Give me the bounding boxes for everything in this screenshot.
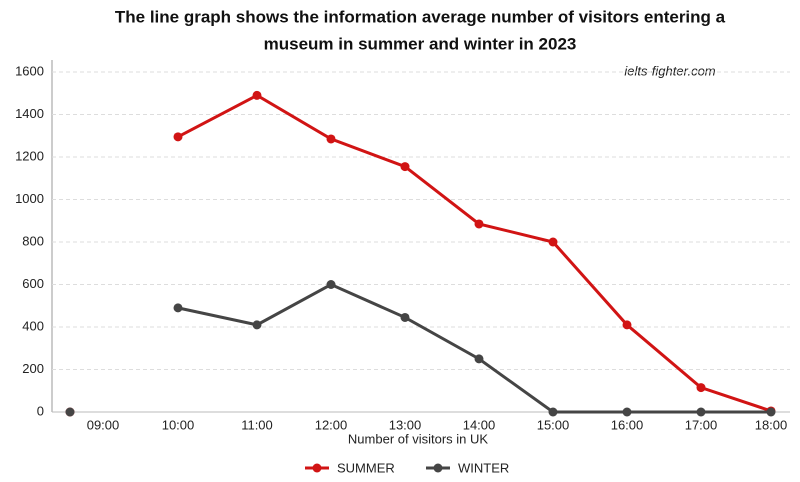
y-tick-label: 800 [22,233,44,248]
data-point [326,134,336,144]
data-point [548,407,558,417]
data-point [252,90,262,100]
series-line [177,282,771,414]
x-tick-label: 09:00 [87,417,120,432]
data-point [173,303,183,313]
data-point [252,320,262,330]
legend-label: SUMMER [337,460,395,475]
data-point [65,407,75,417]
y-tick-label: 1200 [15,148,44,163]
legend-label: WINTER [458,460,509,475]
y-tick-label: 600 [22,276,44,291]
y-tick-label: 1400 [15,106,44,121]
data-point [766,407,776,417]
legend-marker [433,463,443,473]
data-point [622,407,632,417]
x-tick-label: 12:00 [315,417,348,432]
y-tick-label: 1000 [15,191,44,206]
data-point [696,383,706,393]
chart-title: museum in summer and winter in 2023 [264,34,577,53]
x-tick-label: 15:00 [537,417,570,432]
watermark: ielts-fighter.com [624,63,715,78]
y-tick-label: 400 [22,318,44,333]
data-point [326,280,336,289]
data-point [474,354,484,364]
y-tick-label: 0 [37,403,44,418]
data-point [173,132,183,142]
x-tick-label: 13:00 [389,417,422,432]
x-tick-label: 18:00 [755,417,788,432]
x-tick-label: 16:00 [611,417,644,432]
x-tick-label: 17:00 [685,417,718,432]
x-tick-label: 14:00 [463,417,496,432]
legend-marker [312,463,322,473]
chart-title: The line graph shows the information ave… [115,7,726,26]
data-point [622,320,632,330]
data-point [400,312,410,322]
data-point [474,219,484,229]
data-point [696,407,706,417]
series-line [177,93,772,413]
data-point [548,237,558,247]
data-point [400,162,410,172]
x-tick-label: 10:00 [162,417,195,432]
y-tick-label: 200 [22,361,44,376]
x-tick-label: 11:00 [241,417,273,432]
x-axis-label: Number of visitors in UK [348,431,488,446]
y-tick-label: 1600 [15,63,44,78]
